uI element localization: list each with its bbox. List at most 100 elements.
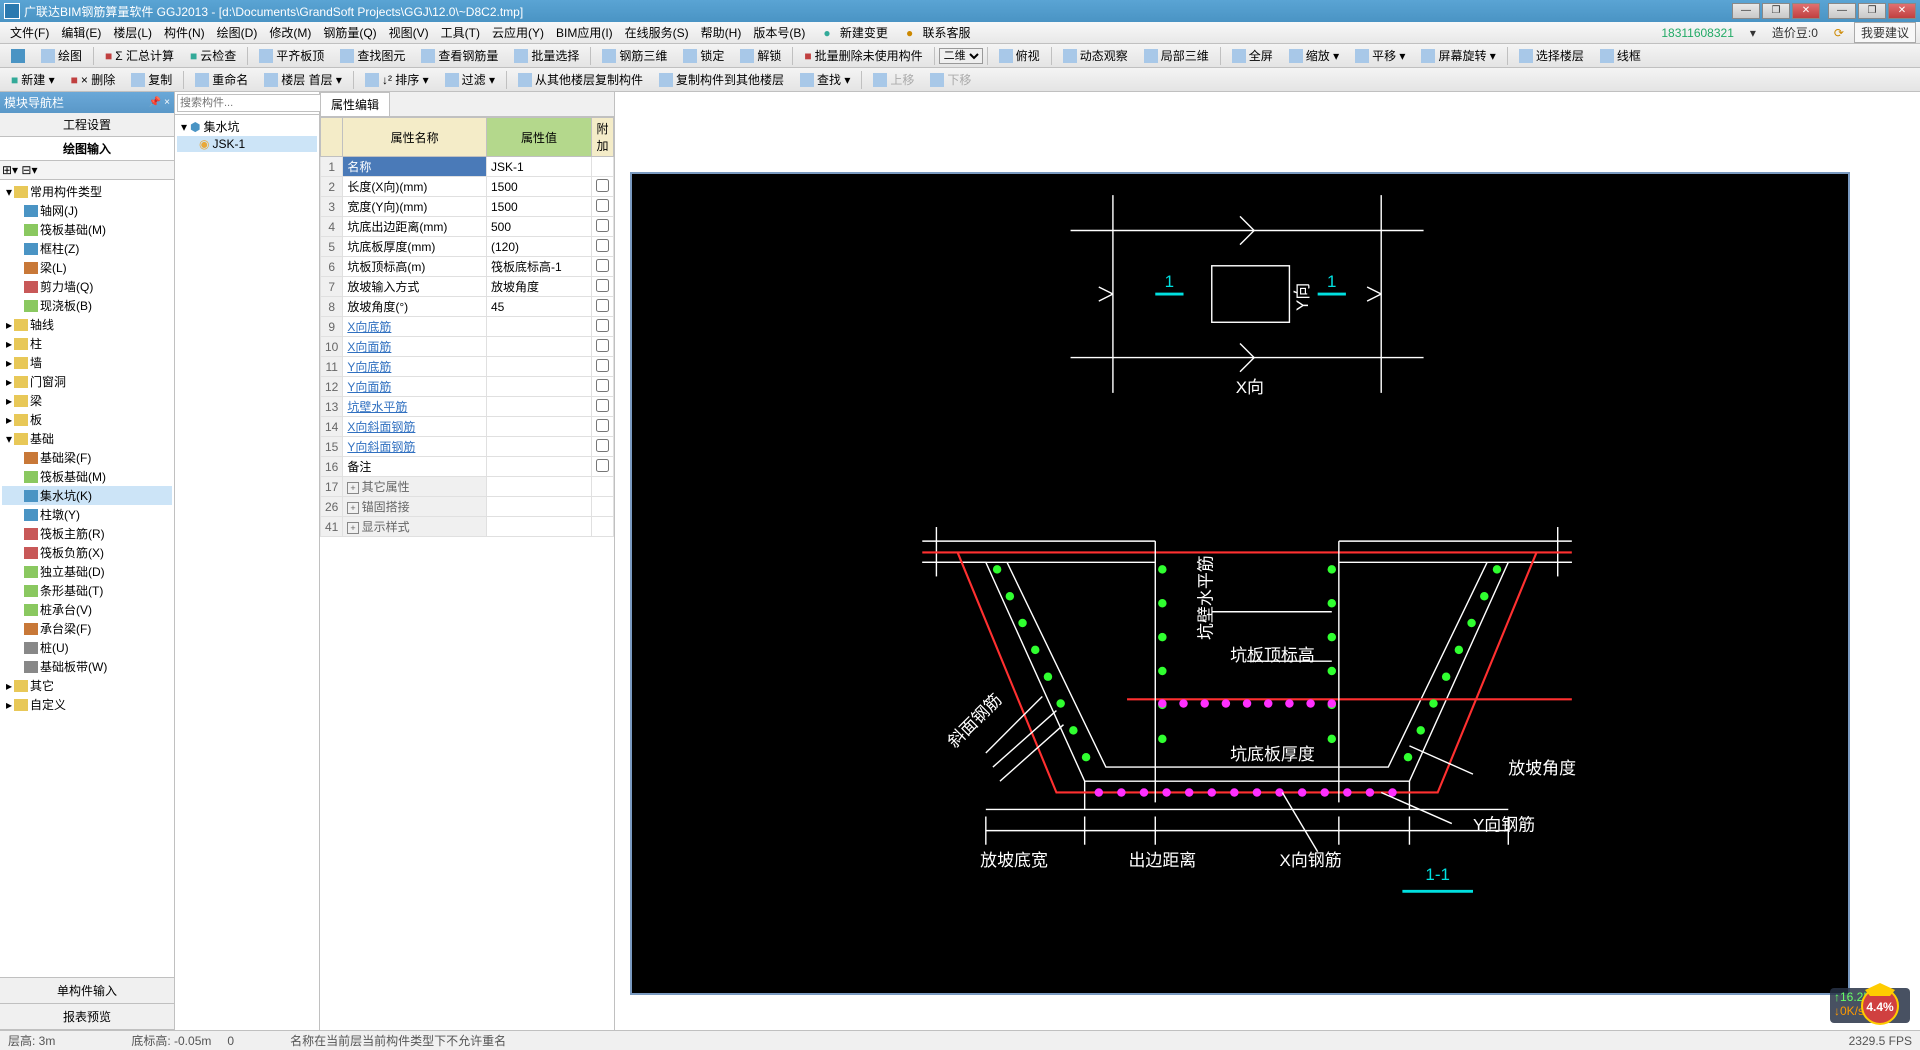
- menu-item[interactable]: 修改(M): [263, 22, 317, 43]
- toolbar-button[interactable]: ■ 云检查: [183, 44, 243, 67]
- tree-item[interactable]: 梁(L): [2, 258, 172, 277]
- tree-item[interactable]: ▸ 板: [2, 410, 172, 429]
- property-row[interactable]: 10X向面筋: [321, 337, 614, 357]
- tree-item[interactable]: 基础板带(W): [2, 657, 172, 676]
- child-close-button[interactable]: ✕: [1888, 3, 1916, 19]
- toolbar-button[interactable]: 选择楼层: [1512, 44, 1591, 67]
- tree-item[interactable]: 剪力墙(Q): [2, 277, 172, 296]
- menu-item[interactable]: BIM应用(I): [550, 22, 619, 43]
- property-row[interactable]: 16备注: [321, 457, 614, 477]
- tree-item[interactable]: ▾ 基础: [2, 429, 172, 448]
- child-minimize-button[interactable]: —: [1828, 3, 1856, 19]
- tree-item[interactable]: ▸ 梁: [2, 391, 172, 410]
- menu-icon-item[interactable]: ● 新建变更: [811, 22, 894, 43]
- menu-item[interactable]: 钢筋量(Q): [317, 22, 382, 43]
- component-instance-tree[interactable]: ▾ ⬢ 集水坑◉ JSK-1: [175, 115, 319, 1030]
- property-row[interactable]: 12Y向面筋: [321, 377, 614, 397]
- property-row[interactable]: 9X向底筋: [321, 317, 614, 337]
- tree-item[interactable]: 筏板基础(M): [2, 467, 172, 486]
- toolbar-button[interactable]: ■ × 删除: [64, 68, 123, 91]
- tree-item[interactable]: ▸ 自定义: [2, 695, 172, 714]
- coin-label[interactable]: 造价豆:0: [1766, 22, 1824, 43]
- expand-icon[interactable]: ⊞▾: [2, 163, 18, 177]
- property-row[interactable]: 15Y向斜面钢筋: [321, 437, 614, 457]
- property-row[interactable]: 2长度(X向)(mm)1500: [321, 177, 614, 197]
- tree-item[interactable]: ▾ 常用构件类型: [2, 182, 172, 201]
- property-table[interactable]: 属性名称 属性值 附加 1名称JSK-12长度(X向)(mm)15003宽度(Y…: [320, 117, 614, 537]
- suggest-button[interactable]: 我要建议: [1854, 22, 1916, 43]
- menu-item[interactable]: 绘图(D): [211, 22, 264, 43]
- tree-item[interactable]: 柱墩(Y): [2, 505, 172, 524]
- toolbar-button[interactable]: ■ 新建 ▾: [4, 68, 62, 91]
- property-row[interactable]: 17+其它属性: [321, 477, 614, 497]
- menu-icon-item[interactable]: ● 联系客服: [894, 22, 977, 43]
- toolbar-button[interactable]: 重命名: [188, 68, 255, 91]
- toolbar-button[interactable]: 全屏: [1225, 44, 1280, 67]
- tree-item[interactable]: 基础梁(F): [2, 448, 172, 467]
- toolbar-button[interactable]: 局部三维: [1137, 44, 1216, 67]
- user-id[interactable]: 18311608321: [1655, 24, 1740, 42]
- property-row[interactable]: 13坑壁水平筋: [321, 397, 614, 417]
- nav-bottom-single[interactable]: 单构件输入: [0, 978, 174, 1004]
- toolbar-button[interactable]: 从其他楼层复制构件: [511, 68, 650, 91]
- close-button[interactable]: ✕: [1792, 3, 1820, 19]
- nav-tab-draw[interactable]: 绘图输入: [0, 137, 174, 161]
- property-row[interactable]: 41+显示样式: [321, 517, 614, 537]
- menu-item[interactable]: 构件(N): [158, 22, 211, 43]
- child-restore-button[interactable]: ❐: [1858, 3, 1886, 19]
- property-row[interactable]: 26+锚固搭接: [321, 497, 614, 517]
- tree-item[interactable]: 独立基础(D): [2, 562, 172, 581]
- search-input[interactable]: [177, 94, 325, 112]
- toolbar-button[interactable]: 过滤 ▾: [438, 68, 502, 91]
- tree-item[interactable]: 集水坑(K): [2, 486, 172, 505]
- tree-item[interactable]: 筏板负筋(X): [2, 543, 172, 562]
- toolbar-button[interactable]: 复制构件到其他楼层: [652, 68, 791, 91]
- component-tree[interactable]: ▾ 常用构件类型 轴网(J) 筏板基础(M) 框柱(Z) 梁(L) 剪力墙(Q)…: [0, 180, 174, 977]
- tree-item[interactable]: 桩(U): [2, 638, 172, 657]
- tree-item[interactable]: ▸ 墙: [2, 353, 172, 372]
- toolbar-button[interactable]: 批量选择: [507, 44, 586, 67]
- tree-item[interactable]: ▸ 轴线: [2, 315, 172, 334]
- toolbar-button[interactable]: 查找图元: [333, 44, 412, 67]
- property-row[interactable]: 11Y向底筋: [321, 357, 614, 377]
- menu-item[interactable]: 云应用(Y): [486, 22, 550, 43]
- toolbar-button[interactable]: 平齐板顶: [252, 44, 331, 67]
- tree-item[interactable]: 桩承台(V): [2, 600, 172, 619]
- property-row[interactable]: 5坑底板厚度(mm)(120): [321, 237, 614, 257]
- property-row[interactable]: 3宽度(Y向)(mm)1500: [321, 197, 614, 217]
- toolbar-button[interactable]: [4, 46, 32, 66]
- property-row[interactable]: 6坑板顶标高(m)筏板底标高-1: [321, 257, 614, 277]
- pin-icon[interactable]: 📌 ×: [149, 97, 170, 108]
- props-tab[interactable]: 属性编辑: [320, 92, 390, 116]
- toolbar-button[interactable]: 俯视: [992, 44, 1047, 67]
- tree-item[interactable]: 筏板主筋(R): [2, 524, 172, 543]
- menu-item[interactable]: 文件(F): [4, 22, 55, 43]
- property-row[interactable]: 4坑底出边距离(mm)500: [321, 217, 614, 237]
- toolbar-button[interactable]: 复制: [124, 68, 179, 91]
- toolbar-button[interactable]: ↓² 排序 ▾: [358, 68, 436, 91]
- restore-button[interactable]: ❐: [1762, 3, 1790, 19]
- tree-item[interactable]: 承台梁(F): [2, 619, 172, 638]
- toolbar-button[interactable]: 楼层 首层 ▾: [257, 68, 349, 91]
- ctree-item[interactable]: ▾ ⬢ 集水坑: [177, 117, 317, 136]
- toolbar-button[interactable]: 平移 ▾: [1348, 44, 1412, 67]
- toolbar-button[interactable]: 解锁: [733, 44, 788, 67]
- property-row[interactable]: 1名称JSK-1: [321, 157, 614, 177]
- property-row[interactable]: 14X向斜面钢筋: [321, 417, 614, 437]
- toolbar-button[interactable]: 动态观察: [1056, 44, 1135, 67]
- menu-item[interactable]: 编辑(E): [55, 22, 107, 43]
- menu-item[interactable]: 楼层(L): [107, 22, 158, 43]
- menu-item[interactable]: 版本号(B): [747, 22, 811, 43]
- toolbar-button[interactable]: 查看钢筋量: [414, 44, 505, 67]
- toolbar-button[interactable]: 查找 ▾: [793, 68, 857, 91]
- tree-item[interactable]: ▸ 柱: [2, 334, 172, 353]
- canvas-area[interactable]: 参数图 11X向Y向坑壁水平筋坑板顶标高斜面钢筋坑底板厚度放坡角度Y向钢筋放坡底…: [615, 92, 1920, 1030]
- nav-tab-settings[interactable]: 工程设置: [0, 113, 174, 137]
- toolbar-button[interactable]: 屏幕旋转 ▾: [1414, 44, 1502, 67]
- minimize-button[interactable]: —: [1732, 3, 1760, 19]
- toolbar-button[interactable]: 锁定: [676, 44, 731, 67]
- nav-bottom-report[interactable]: 报表预览: [0, 1004, 174, 1030]
- menu-item[interactable]: 工具(T): [435, 22, 486, 43]
- tree-item[interactable]: 筏板基础(M): [2, 220, 172, 239]
- menu-item[interactable]: 在线服务(S): [619, 22, 695, 43]
